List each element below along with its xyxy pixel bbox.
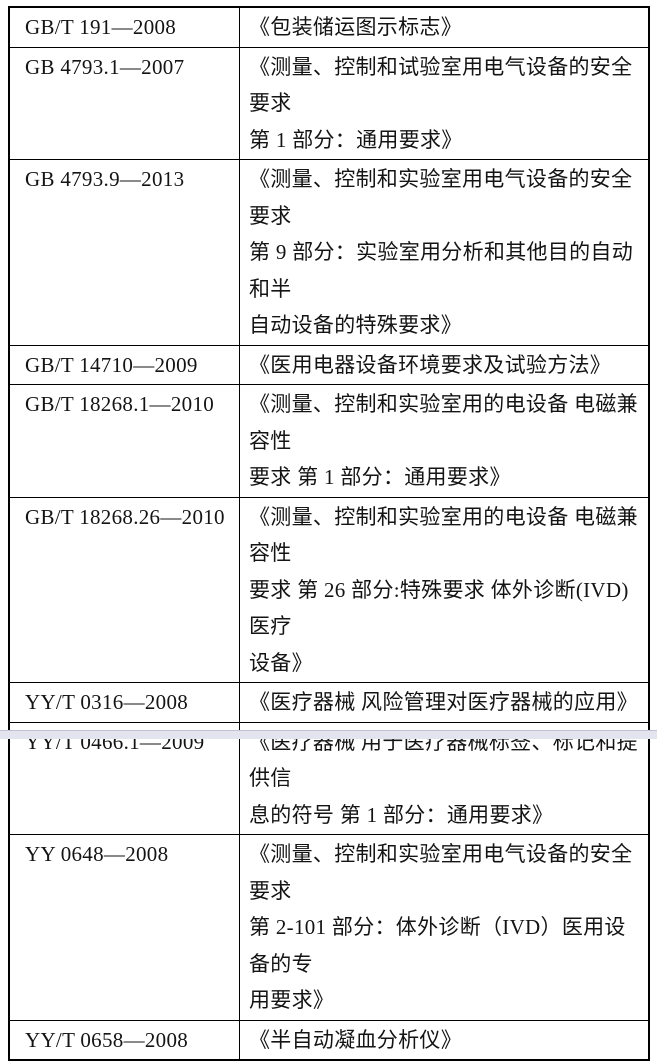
table-row: GB 4793.1—2007 《测量、控制和试验室用电气设备的安全要求 第 1 …	[8, 46, 650, 160]
table-row: YY/T 0658—2008 《半自动凝血分析仪》	[8, 1019, 650, 1061]
table-row: YY 0648—2008 《测量、控制和实验室用电气设备的安全要求 第 2-10…	[8, 834, 650, 1021]
page-bottom-strip	[0, 730, 657, 739]
standard-code-cell: GB/T 18268.26—2010	[8, 496, 240, 683]
standard-code-cell: GB 4793.1—2007	[8, 46, 240, 160]
standard-title-cell: 《半自动凝血分析仪》	[239, 1019, 650, 1061]
standard-code-cell: GB/T 18268.1—2010	[8, 384, 240, 498]
standard-code-cell: YY/T 0316—2008	[8, 682, 240, 723]
standard-title-cell: 《测量、控制和实验室用的电设备 电磁兼容性 要求 第 26 部分:特殊要求 体外…	[239, 496, 650, 683]
standard-title-cell: 《测量、控制和实验室用的电设备 电磁兼容性 要求 第 1 部分：通用要求》	[239, 384, 650, 498]
table-row: GB 4793.9—2013 《测量、控制和实验室用电气设备的安全要求 第 9 …	[8, 159, 650, 346]
standard-code-cell: GB/T 191—2008	[8, 6, 240, 48]
table-row: GB/T 18268.26—2010 《测量、控制和实验室用的电设备 电磁兼容性…	[8, 496, 650, 683]
standard-title-cell: 《测量、控制和试验室用电气设备的安全要求 第 1 部分：通用要求》	[239, 46, 650, 160]
standards-table-body: GB/T 191—2008 《包装储运图示标志》 GB 4793.1—2007 …	[8, 6, 650, 1061]
standard-code-cell: YY 0648—2008	[8, 834, 240, 1021]
standard-code-cell: GB/T 14710—2009	[8, 344, 240, 385]
standard-title-cell: 《测量、控制和实验室用电气设备的安全要求 第 2-101 部分：体外诊断（IVD…	[239, 834, 650, 1021]
standard-code-cell: GB 4793.9—2013	[8, 159, 240, 346]
standard-title-cell: 《医疗器械 风险管理对医疗器械的应用》	[239, 682, 650, 723]
standards-table: GB/T 191—2008 《包装储运图示标志》 GB 4793.1—2007 …	[8, 6, 650, 1061]
table-row: YY/T 0316—2008 《医疗器械 风险管理对医疗器械的应用》	[8, 682, 650, 723]
standard-title-cell: 《医用电器设备环境要求及试验方法》	[239, 344, 650, 385]
standard-title-cell: 《包装储运图示标志》	[239, 6, 650, 48]
table-row: GB/T 14710—2009 《医用电器设备环境要求及试验方法》	[8, 344, 650, 385]
standard-code-cell: YY/T 0658—2008	[8, 1019, 240, 1061]
document-page: GB/T 191—2008 《包装储运图示标志》 GB 4793.1—2007 …	[0, 6, 657, 1061]
table-row: GB/T 191—2008 《包装储运图示标志》	[8, 6, 650, 48]
standard-title-cell: 《测量、控制和实验室用电气设备的安全要求 第 9 部分：实验室用分析和其他目的自…	[239, 159, 650, 346]
table-row: GB/T 18268.1—2010 《测量、控制和实验室用的电设备 电磁兼容性 …	[8, 384, 650, 498]
